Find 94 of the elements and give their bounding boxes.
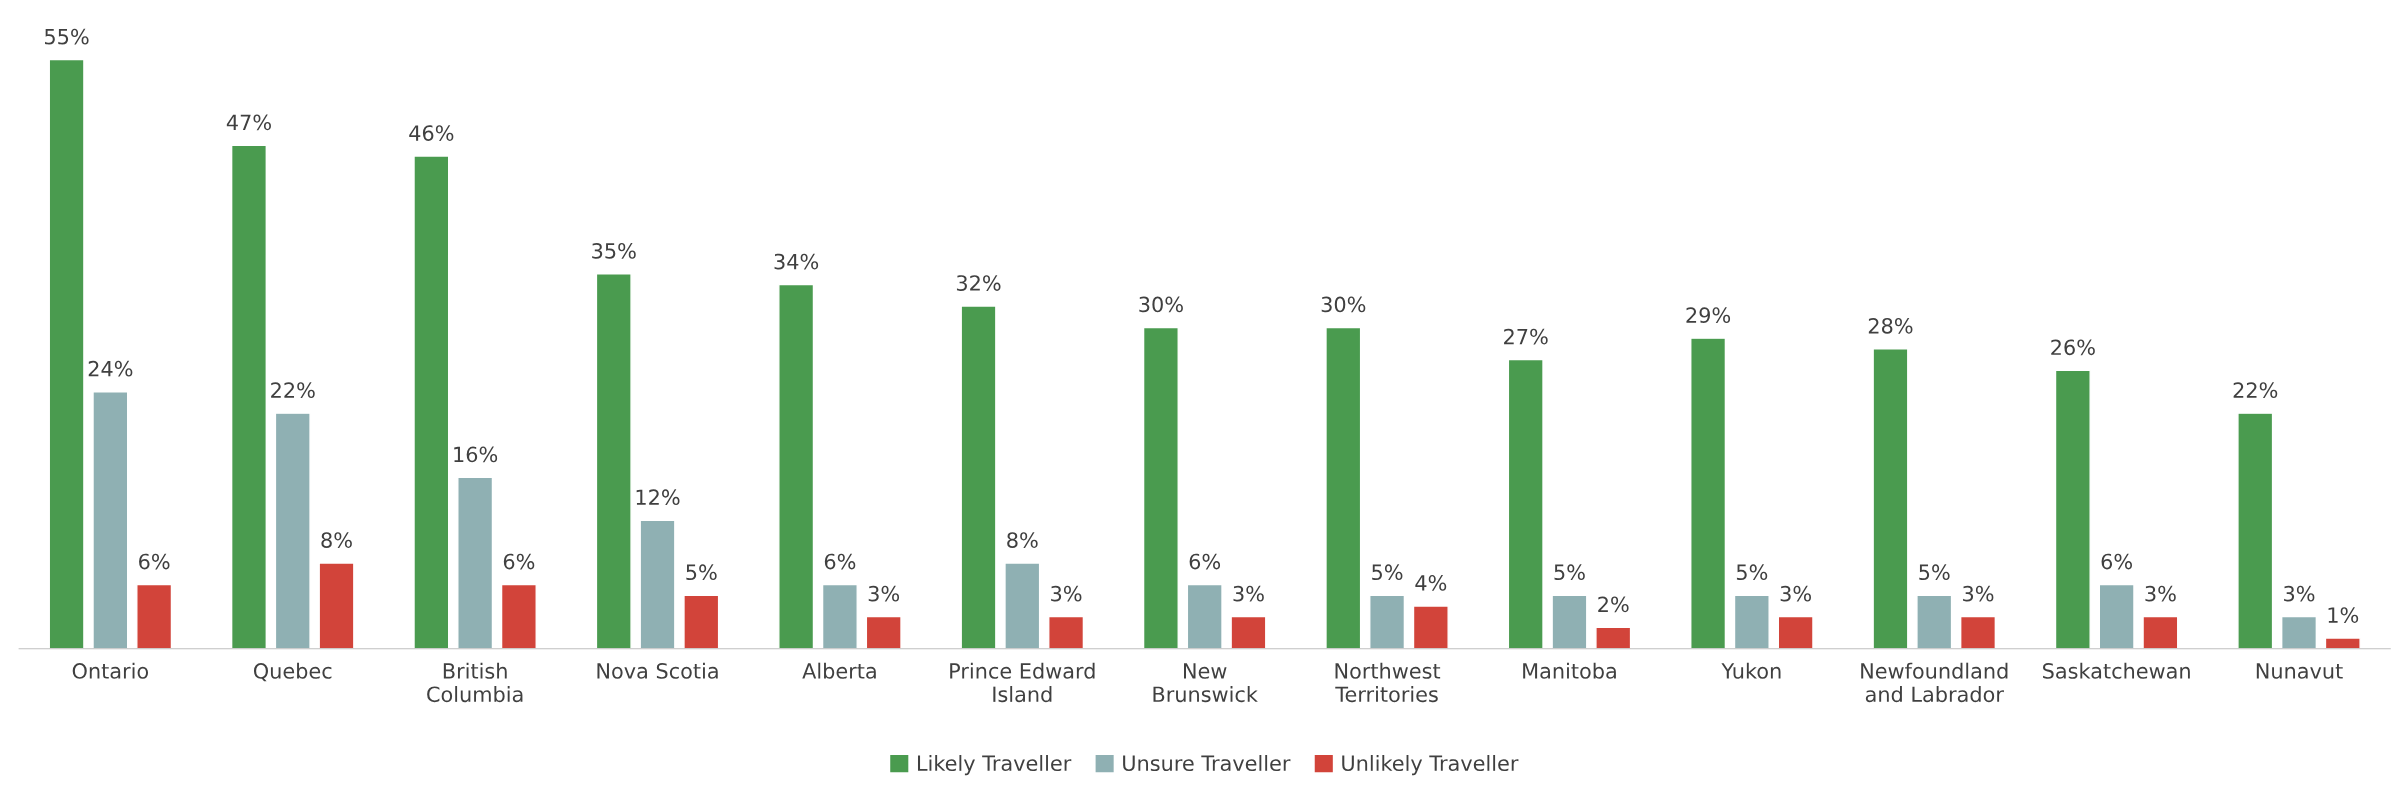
x-tick-label: Northwest Territories [1335,662,1441,703]
data-label: 3% [2284,585,2315,602]
x-tick-label: Nova Scotia [597,662,718,679]
data-label: 29% [1686,307,1731,324]
data-label: 3% [1780,585,1811,602]
legend-label: Unsure Traveller [1123,754,1291,772]
data-label: 32% [956,275,1001,291]
data-label: 5% [1372,564,1403,581]
data-label: 22% [271,382,315,398]
bar [960,305,997,649]
bar [2098,583,2135,649]
bar [1916,594,1953,649]
bar [1325,326,1362,649]
data-label: 5% [1736,564,1768,581]
data-label: 4% [1415,575,1447,591]
data-label: 3% [1051,585,1082,602]
bar [1412,605,1449,649]
data-label: 27% [1504,328,1548,345]
bar [1595,626,1632,649]
data-label: 24% [88,360,133,377]
bar [48,58,85,649]
bar [865,615,902,649]
x-tick-label: Alberta [802,662,876,679]
bar [1369,594,1406,649]
x-tick-label: British Columbia [427,662,523,703]
data-label: 47% [226,114,271,131]
legend-label: Likely Traveller [917,754,1072,776]
data-label: 30% [1321,296,1366,313]
data-label: 8% [321,532,352,548]
x-tick-label: Newfoundland and Labrador [1861,662,2008,703]
bar [2142,615,2179,649]
bar [1186,583,1223,649]
bar [92,391,129,649]
bar [1230,615,1267,649]
x-tick-label: Saskatchewan [2043,662,2190,679]
bar [2054,369,2091,649]
bar [2324,637,2361,649]
data-label: 35% [592,243,636,259]
x-tick-label: Nunavut [2256,663,2343,679]
x-tick-label: Ontario [72,662,149,679]
data-label: 30% [1139,296,1183,313]
data-label: 5% [686,564,717,581]
data-label: 2% [1598,596,1629,613]
bar [821,583,858,649]
data-label: 6% [2101,553,2132,570]
x-tick-label: Prince Edward Island [950,662,1095,703]
data-label: 6% [139,553,170,570]
bar [683,594,720,649]
data-label: 3% [1233,585,1264,602]
bar [1872,348,1909,649]
bar [1959,615,1997,649]
bar [2237,412,2274,649]
bar [639,519,676,649]
data-label: 6% [824,553,856,570]
bar [1690,337,1727,649]
data-label: 12% [636,489,680,506]
bar [1777,615,1814,649]
bar [457,476,494,649]
data-label: 22% [2233,382,2278,398]
bar [1142,326,1179,649]
data-label: 55% [45,28,89,45]
bar [778,283,815,649]
bar [413,155,450,649]
data-label: 6% [1189,553,1221,570]
bar [1004,562,1041,649]
data-label: 3% [1963,585,1994,602]
bar [1551,594,1588,649]
data-label: 6% [503,553,535,570]
bar [318,562,355,649]
bar [2280,615,2318,649]
bar [230,144,267,649]
x-tick-label: Yukon [1721,662,1781,679]
data-label: 3% [2145,585,2176,602]
data-label: 46% [409,125,454,141]
data-label: 5% [1919,564,1950,581]
data-label: 16% [454,446,498,463]
bar [500,583,537,649]
data-label: 34% [774,253,819,270]
bar [136,583,173,649]
data-label: 5% [1554,564,1585,581]
x-tick-label: Manitoba [1523,662,1616,679]
legend-label: Unlikely Traveller [1342,754,1519,776]
x-tick-label: New Brunswick [1153,663,1258,703]
bar [1733,594,1770,649]
bar [595,273,632,649]
bar [1507,358,1544,649]
bar [1048,615,1085,649]
x-tick-label: Quebec [253,662,332,682]
data-label: 3% [868,585,900,602]
data-label: 26% [2051,339,2095,356]
data-label: 1% [2328,607,2359,623]
bar [274,412,311,649]
data-label: 28% [1868,317,1913,334]
data-label: 8% [1007,532,1038,548]
